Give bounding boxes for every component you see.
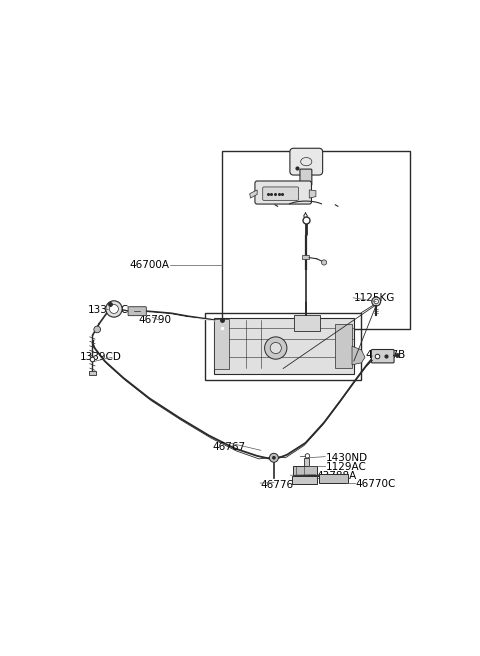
Text: 46770C: 46770C — [356, 479, 396, 489]
Circle shape — [322, 260, 327, 265]
Text: 1430ND: 1430ND — [326, 453, 368, 462]
Bar — [304, 458, 309, 466]
Bar — [215, 318, 354, 374]
Bar — [335, 324, 352, 369]
Text: 1129AC: 1129AC — [326, 462, 367, 472]
Circle shape — [264, 337, 287, 359]
FancyBboxPatch shape — [372, 350, 394, 363]
Circle shape — [269, 453, 278, 462]
Bar — [89, 371, 96, 375]
Polygon shape — [352, 346, 365, 365]
Text: 46700A: 46700A — [130, 260, 170, 270]
Text: 43777B: 43777B — [365, 350, 405, 360]
Circle shape — [272, 456, 276, 460]
Circle shape — [270, 342, 281, 354]
Text: 1125KG: 1125KG — [354, 293, 395, 303]
FancyBboxPatch shape — [255, 181, 312, 204]
Bar — [222, 151, 409, 329]
FancyBboxPatch shape — [263, 187, 299, 200]
Circle shape — [109, 304, 119, 314]
FancyBboxPatch shape — [290, 148, 323, 175]
Bar — [205, 313, 361, 380]
Bar — [292, 466, 317, 475]
Bar — [302, 255, 309, 260]
Polygon shape — [309, 190, 316, 198]
Circle shape — [94, 326, 100, 333]
FancyBboxPatch shape — [300, 169, 312, 186]
Circle shape — [305, 454, 310, 458]
Text: 1339CD: 1339CD — [79, 352, 121, 362]
Bar — [215, 319, 229, 369]
Circle shape — [106, 300, 122, 317]
Text: 1339CC: 1339CC — [88, 304, 129, 315]
Circle shape — [374, 299, 378, 304]
Text: 46790: 46790 — [138, 315, 171, 325]
Text: 43788A: 43788A — [317, 470, 357, 481]
FancyBboxPatch shape — [128, 307, 146, 316]
Circle shape — [372, 297, 381, 306]
Polygon shape — [250, 190, 257, 198]
Bar — [292, 476, 317, 484]
Text: 46767: 46767 — [213, 442, 246, 453]
Text: 46776: 46776 — [261, 480, 294, 489]
Bar — [294, 314, 321, 331]
Bar — [319, 474, 348, 483]
